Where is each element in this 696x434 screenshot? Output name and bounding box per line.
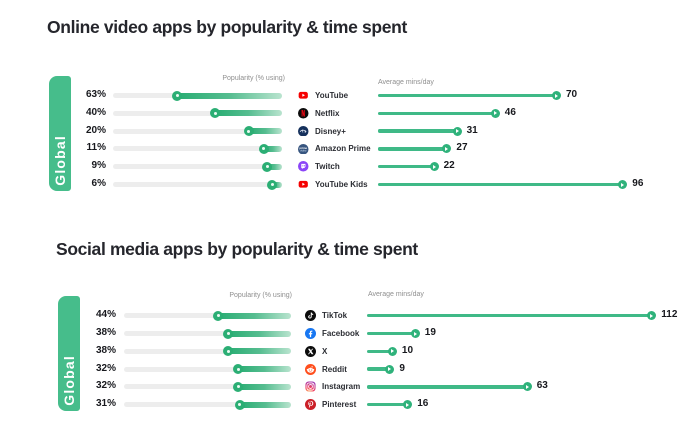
- svg-text:prime: prime: [300, 146, 308, 150]
- svg-text:video: video: [300, 148, 307, 152]
